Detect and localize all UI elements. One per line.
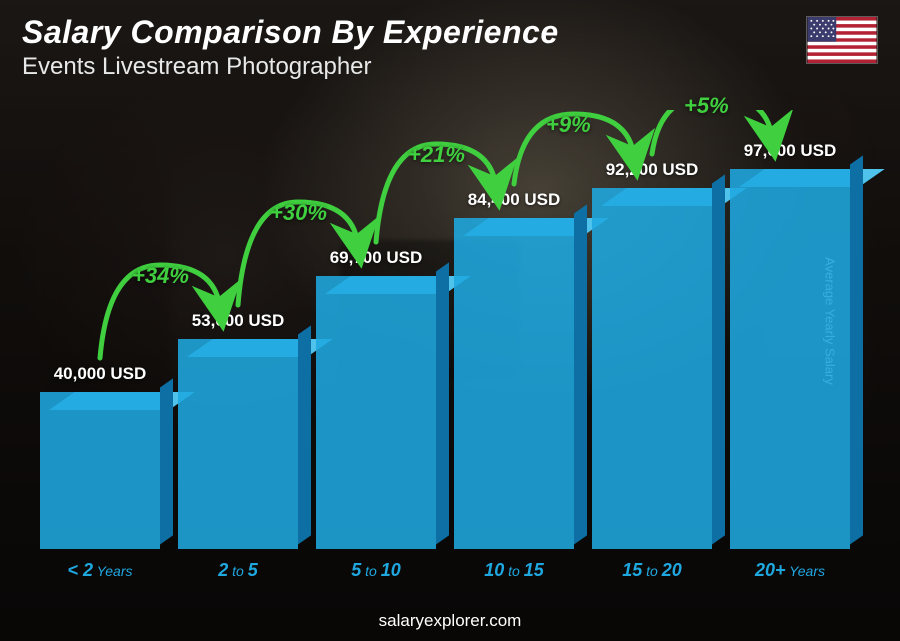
bar-slot: 92,200 USD	[592, 160, 712, 549]
x-axis-labels: < 2 Years 2 to 5 5 to 10 10 to 15 15 to 20 20…	[40, 560, 850, 581]
chart-subtitle: Events Livestream Photographer	[22, 53, 878, 81]
bar	[178, 339, 298, 549]
country-flag-icon	[806, 16, 878, 64]
chart-title: Salary Comparison By Experience	[22, 14, 878, 51]
bars-row: 40,000 USD 53,600 USD 69,700 USD 84,400 USD…	[40, 110, 850, 549]
bar-slot: 53,600 USD	[178, 311, 298, 549]
bar-slot: 40,000 USD	[40, 364, 160, 549]
bar-value-label: 84,400 USD	[468, 190, 561, 210]
bar	[316, 276, 436, 549]
bar-value-label: 69,700 USD	[330, 248, 423, 268]
bar-value-label: 53,600 USD	[192, 311, 285, 331]
bar-value-label: 92,200 USD	[606, 160, 699, 180]
bar-slot: 84,400 USD	[454, 190, 574, 549]
chart-container: Salary Comparison By Experience Events L…	[0, 0, 900, 641]
bar	[40, 392, 160, 549]
x-axis-label: 15 to 20	[592, 560, 712, 581]
x-axis-label: 2 to 5	[178, 560, 298, 581]
bar-value-label: 97,000 USD	[744, 141, 837, 161]
header: Salary Comparison By Experience Events L…	[22, 14, 878, 81]
bar-slot: 69,700 USD	[316, 248, 436, 549]
bar-value-label: 40,000 USD	[54, 364, 147, 384]
x-axis-label: 20+ Years	[730, 560, 850, 581]
bar-chart: 40,000 USD 53,600 USD 69,700 USD 84,400 USD…	[40, 110, 850, 581]
footer-attribution: salaryexplorer.com	[0, 611, 900, 631]
x-axis-label: < 2 Years	[40, 560, 160, 581]
bar	[730, 169, 850, 549]
x-axis-label: 5 to 10	[316, 560, 436, 581]
bar	[454, 218, 574, 549]
x-axis-label: 10 to 15	[454, 560, 574, 581]
bar	[592, 188, 712, 549]
bar-slot: 97,000 USD	[730, 141, 850, 549]
